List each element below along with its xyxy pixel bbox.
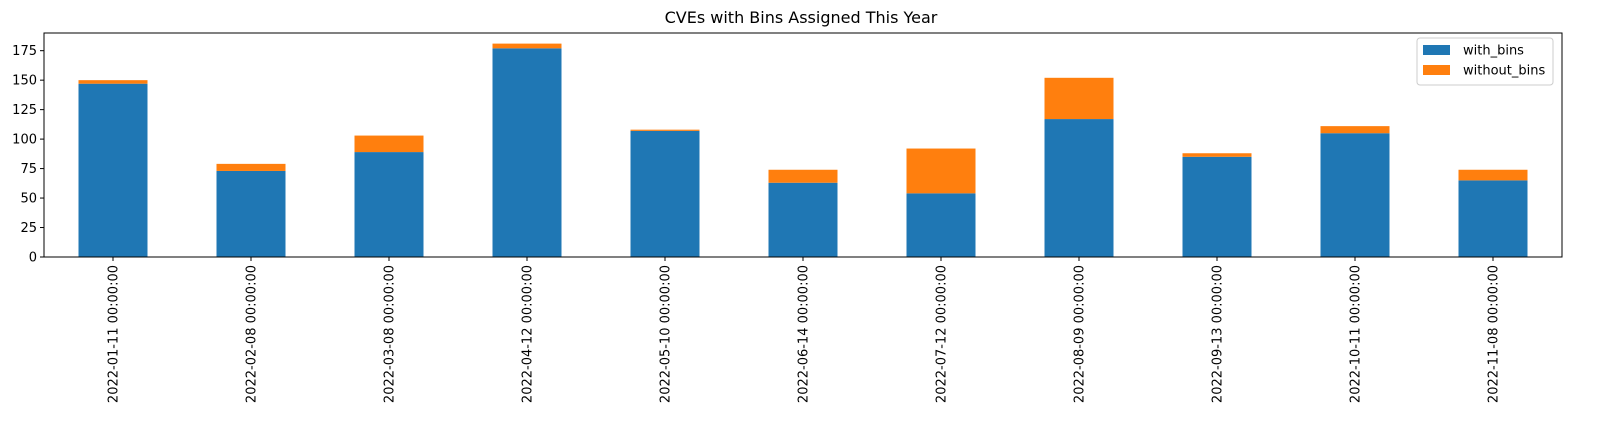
x-tick-label: 2022-09-13 00:00:00 [1211, 265, 1226, 403]
bar-without-bins-4 [492, 43, 562, 49]
bar-with-bins-3 [354, 152, 424, 257]
x-tick-label: 2022-07-12 00:00:00 [935, 265, 950, 403]
legend: with_bins without_bins [1416, 37, 1554, 86]
bar-without-bins-1 [78, 80, 148, 84]
legend-swatch-with-bins [1423, 45, 1450, 55]
y-tick-label: 150 [12, 74, 37, 89]
x-tick-label: 2022-02-08 00:00:00 [245, 265, 260, 403]
bar-with-bins-7 [906, 193, 976, 257]
x-tick-label: 2022-04-12 00:00:00 [521, 265, 536, 403]
bar-without-bins-6 [768, 169, 838, 183]
bar-with-bins-2 [216, 170, 286, 257]
y-tick-label: 75 [20, 162, 37, 177]
y-tick-label: 50 [20, 192, 37, 207]
y-tick-label: 100 [12, 133, 37, 148]
bar-with-bins-11 [1458, 180, 1528, 257]
bar-without-bins-11 [1458, 169, 1528, 181]
legend-swatch-without-bins [1423, 65, 1450, 75]
x-tick-label: 2022-03-08 00:00:00 [383, 265, 398, 403]
bar-without-bins-2 [216, 163, 286, 171]
bar-with-bins-6 [768, 182, 838, 257]
y-axis: 0 25 50 75 100 125 150 175 [12, 44, 44, 266]
bar-with-bins-9 [1182, 156, 1252, 257]
bar-with-bins-4 [492, 48, 562, 257]
x-tick-label: 2022-10-11 00:00:00 [1349, 265, 1364, 403]
plot-area [43, 32, 1563, 258]
bar-without-bins-7 [906, 148, 976, 194]
y-tick-label: 175 [12, 44, 37, 59]
bar-without-bins-8 [1044, 77, 1114, 120]
x-tick-label: 2022-06-14 00:00:00 [797, 265, 812, 403]
bar-without-bins-3 [354, 135, 424, 153]
x-tick-label: 2022-01-11 00:00:00 [107, 265, 122, 403]
x-axis: 2022-01-11 00:00:00 2022-02-08 00:00:00 20… [107, 257, 1502, 403]
bar-with-bins-5 [630, 130, 700, 257]
y-tick-label: 125 [12, 103, 37, 118]
bar-with-bins-8 [1044, 119, 1114, 257]
x-tick-label: 2022-08-09 00:00:00 [1073, 265, 1088, 403]
legend-box [1416, 37, 1554, 86]
y-tick-label: 25 [20, 221, 37, 236]
y-tick-label: 0 [29, 251, 37, 266]
chart-title: CVEs with Bins Assigned This Year [665, 8, 938, 27]
bar-with-bins-1 [78, 83, 148, 258]
bar-without-bins-5 [630, 129, 700, 131]
bar-with-bins-10 [1320, 133, 1390, 257]
legend-label-with-bins: with_bins [1463, 44, 1524, 59]
x-tick-label: 2022-05-10 00:00:00 [659, 265, 674, 403]
bar-without-bins-10 [1320, 126, 1390, 134]
bar-without-bins-9 [1182, 153, 1252, 157]
x-tick-label: 2022-11-08 00:00:00 [1487, 265, 1502, 403]
legend-label-without-bins: without_bins [1463, 64, 1545, 79]
